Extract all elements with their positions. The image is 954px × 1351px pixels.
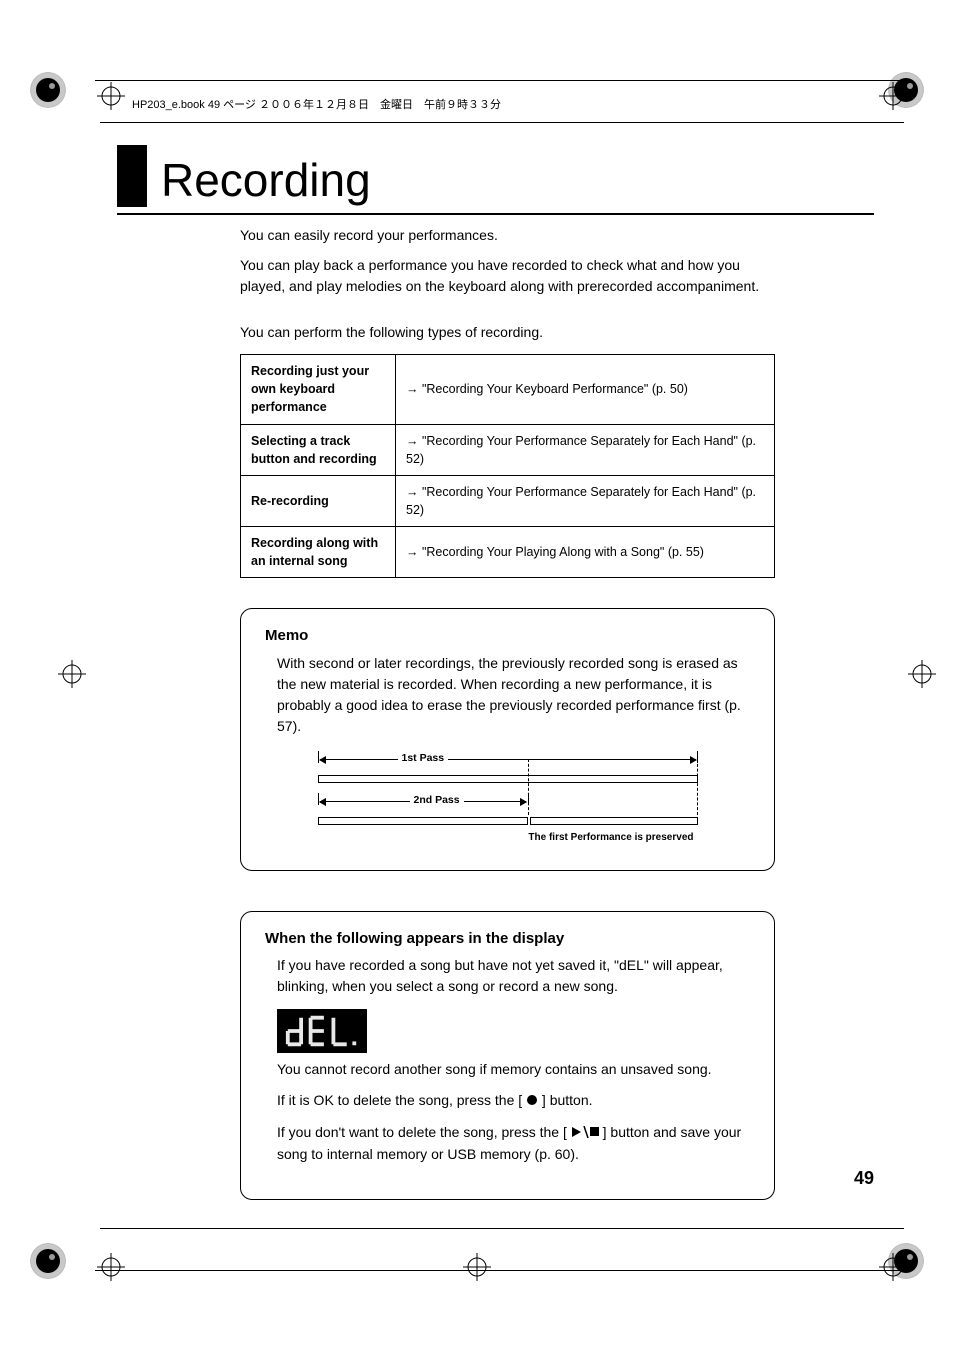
table-row: Recording just your own keyboard perform… xyxy=(241,355,775,424)
crop-line xyxy=(100,122,904,123)
table-cell-ref: → "Recording Your Keyboard Performance" … xyxy=(396,355,775,424)
play-stop-button-icon xyxy=(571,1123,599,1144)
page-title: Recording xyxy=(161,153,371,207)
recording-types-table: Recording just your own keyboard perform… xyxy=(240,354,775,578)
title-bar-icon xyxy=(117,145,147,207)
registration-mark-icon xyxy=(58,660,86,688)
table-row: Recording along with an internal song → … xyxy=(241,527,775,578)
intro-p1: You can easily record your performances. xyxy=(240,225,775,245)
display-p3: If it is OK to delete the song, press th… xyxy=(277,1090,750,1112)
memo-body: With second or later recordings, the pre… xyxy=(265,653,750,737)
display-p1: If you have recorded a song but have not… xyxy=(277,955,750,997)
crop-corner-bl xyxy=(30,1243,66,1279)
table-cell-ref: → "Recording Your Playing Along with a S… xyxy=(396,527,775,578)
registration-mark-icon xyxy=(908,660,936,688)
display-p3a: If it is OK to delete the song, press th… xyxy=(277,1092,522,1108)
table-cell-label: Re-recording xyxy=(241,475,396,526)
pass-diagram: 1st Pass 2nd Pass The xyxy=(318,751,698,846)
crop-corner-tl xyxy=(30,72,66,108)
doc-header: HP203_e.book 49 ページ ２００６年１２月８日 金曜日 午前９時３… xyxy=(132,96,501,112)
intro-p3: You can perform the following types of r… xyxy=(240,322,775,342)
registration-mark-icon xyxy=(879,82,907,110)
page-number: 49 xyxy=(854,1168,874,1189)
crop-line xyxy=(95,80,909,81)
pass1-label: 1st Pass xyxy=(398,751,449,766)
registration-mark-icon xyxy=(879,1253,907,1281)
display-p3b: ] button. xyxy=(542,1092,593,1108)
table-cell-label: Recording along with an internal song xyxy=(241,527,396,578)
table-cell-label: Recording just your own keyboard perform… xyxy=(241,355,396,424)
crop-line xyxy=(95,1270,909,1271)
table-cell-ref: → "Recording Your Performance Separately… xyxy=(396,424,775,475)
page-title-block: Recording xyxy=(117,145,874,215)
display-p4a: If you don't want to delete the song, pr… xyxy=(277,1124,567,1140)
registration-mark-icon xyxy=(97,82,125,110)
intro-p2: You can play back a performance you have… xyxy=(240,255,775,296)
table-row: Selecting a track button and recording →… xyxy=(241,424,775,475)
display-box-title: When the following appears in the displa… xyxy=(265,928,750,950)
page-content: You can easily record your performances.… xyxy=(240,225,775,1240)
registration-mark-icon xyxy=(463,1253,491,1281)
registration-mark-icon xyxy=(97,1253,125,1281)
memo-title: Memo xyxy=(265,625,750,647)
table-row: Re-recording → "Recording Your Performan… xyxy=(241,475,775,526)
table-cell-ref: → "Recording Your Performance Separately… xyxy=(396,475,775,526)
memo-box: Memo With second or later recordings, th… xyxy=(240,608,775,870)
display-p2: You cannot record another song if memory… xyxy=(277,1059,750,1080)
display-p4: If you don't want to delete the song, pr… xyxy=(277,1122,750,1165)
del-display-icon xyxy=(277,1009,367,1053)
display-warning-box: When the following appears in the displa… xyxy=(240,911,775,1200)
record-button-icon xyxy=(526,1091,538,1112)
table-cell-label: Selecting a track button and recording xyxy=(241,424,396,475)
pass2-label: 2nd Pass xyxy=(410,793,464,808)
preserved-note: The first Performance is preserved xyxy=(318,831,698,846)
